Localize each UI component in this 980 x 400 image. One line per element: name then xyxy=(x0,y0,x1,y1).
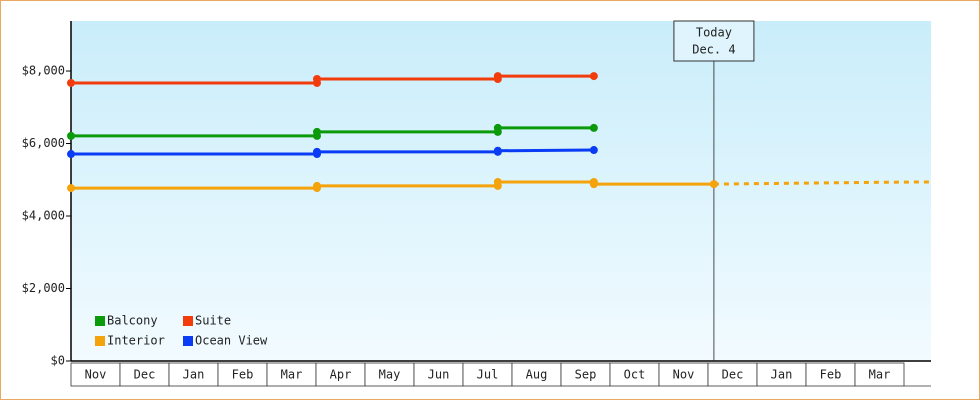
x-tick-label: Oct xyxy=(624,368,646,382)
x-tick-label: Feb xyxy=(820,368,842,382)
legend-label: Interior xyxy=(107,334,165,348)
y-tick-label: $6,000 xyxy=(22,136,65,150)
point xyxy=(67,78,75,87)
point xyxy=(493,72,502,81)
y-tick-label: $0 xyxy=(51,354,65,368)
month-cell xyxy=(854,362,905,387)
x-tick-label: Mar xyxy=(869,368,891,382)
legend-swatch xyxy=(95,336,105,346)
today-label: Dec. 4 xyxy=(692,43,735,57)
x-tick-label: Sep xyxy=(575,368,597,382)
x-tick-label: Aug xyxy=(526,368,548,382)
plot-area xyxy=(71,21,931,361)
x-tick-label: Dec xyxy=(134,368,156,382)
point xyxy=(67,150,75,159)
x-tick-label: Jul xyxy=(477,368,499,382)
legend-swatch xyxy=(183,336,193,346)
y-tick-label: $4,000 xyxy=(22,209,65,223)
point xyxy=(589,123,598,132)
point xyxy=(312,127,321,136)
x-tick-label: Jan xyxy=(183,368,205,382)
today-box xyxy=(673,20,755,62)
point xyxy=(312,147,321,156)
legend-swatch xyxy=(95,316,105,326)
point xyxy=(589,180,598,189)
series-line xyxy=(71,126,594,138)
x-tick-label: Nov xyxy=(85,368,107,382)
series-line xyxy=(71,148,594,156)
point xyxy=(589,72,598,81)
y-tick-label: $2,000 xyxy=(22,281,65,295)
legend-label: Ocean View xyxy=(195,334,268,348)
legend-label: Suite xyxy=(195,314,231,328)
series-line xyxy=(71,74,594,85)
point xyxy=(67,184,75,193)
x-tick-label: Apr xyxy=(330,368,352,382)
x-tick-label: Jan xyxy=(771,368,793,382)
point xyxy=(312,181,321,190)
point xyxy=(709,180,718,189)
x-tick-label: Jun xyxy=(428,368,450,382)
point xyxy=(589,146,598,155)
legend-swatch xyxy=(183,316,193,326)
x-tick-label: Feb xyxy=(232,368,254,382)
x-tick-label: Dec xyxy=(722,368,744,382)
today-label: Today xyxy=(696,26,732,40)
legend-label: Balcony xyxy=(107,314,158,328)
point xyxy=(67,131,75,140)
y-tick-label: $8,000 xyxy=(22,64,65,78)
point xyxy=(493,146,502,155)
x-tick-label: Mar xyxy=(281,368,303,382)
point xyxy=(312,74,321,83)
x-tick-label: May xyxy=(379,368,401,382)
point xyxy=(493,177,502,186)
point xyxy=(493,123,502,132)
x-tick-label: Nov xyxy=(673,368,695,382)
